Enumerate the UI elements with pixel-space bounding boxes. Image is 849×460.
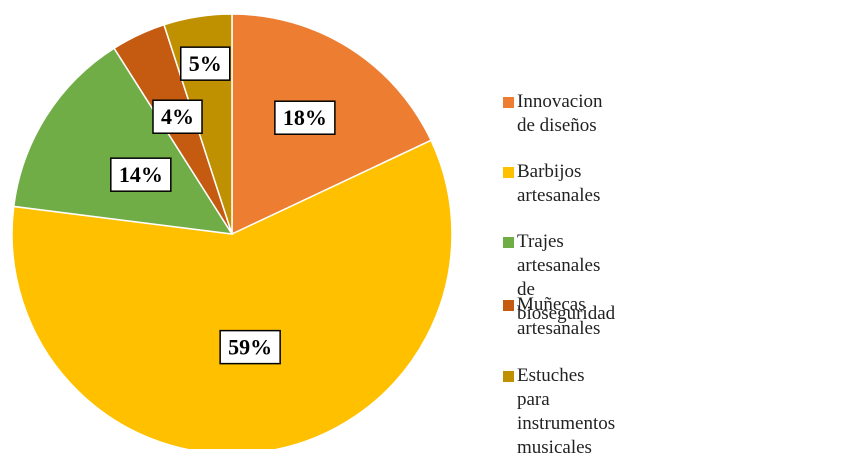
legend-label: Muñecas artesanales [517, 294, 601, 339]
legend-swatch [503, 300, 514, 311]
value-label: 18% [283, 105, 327, 130]
value-label-box [274, 100, 336, 135]
value-label: 4% [161, 104, 194, 129]
legend-item: Muñecas artesanales [503, 293, 600, 341]
legend-label: Estuches para instrumentos musicales [517, 365, 616, 458]
value-label: 14% [119, 162, 163, 187]
value-label-box [152, 99, 203, 134]
legend-swatch [503, 97, 514, 108]
chart: 18% 59% 14% 4% 5% [11, 13, 453, 449]
legend-item: Innovacion de diseños [503, 90, 602, 138]
pie-slice [11, 139, 453, 449]
pie-slice [12, 47, 234, 235]
page: 18% 59% 14% 4% 5% Innovacion de diseños Barbi… [11, 13, 616, 458]
value-label: 5% [189, 51, 222, 76]
value-label-box [179, 46, 231, 81]
legend-swatch [503, 167, 514, 178]
value-label: 59% [228, 335, 272, 360]
legend-swatch [503, 371, 514, 382]
legend-label: Barbijos artesanales [517, 161, 601, 206]
legend-swatch [503, 237, 514, 248]
value-label-box [219, 329, 281, 365]
legend-item: Estuches para instrumentos musicales [503, 364, 615, 460]
legend-item: Barbijos artesanales [503, 160, 600, 208]
value-label-box [110, 157, 172, 192]
legend-label: Trajes artesanales de bioseguridad [517, 231, 616, 324]
legend-item: Trajes artesanales de bioseguridad [503, 230, 615, 326]
legend-label: Innovacion de diseños [517, 91, 603, 136]
